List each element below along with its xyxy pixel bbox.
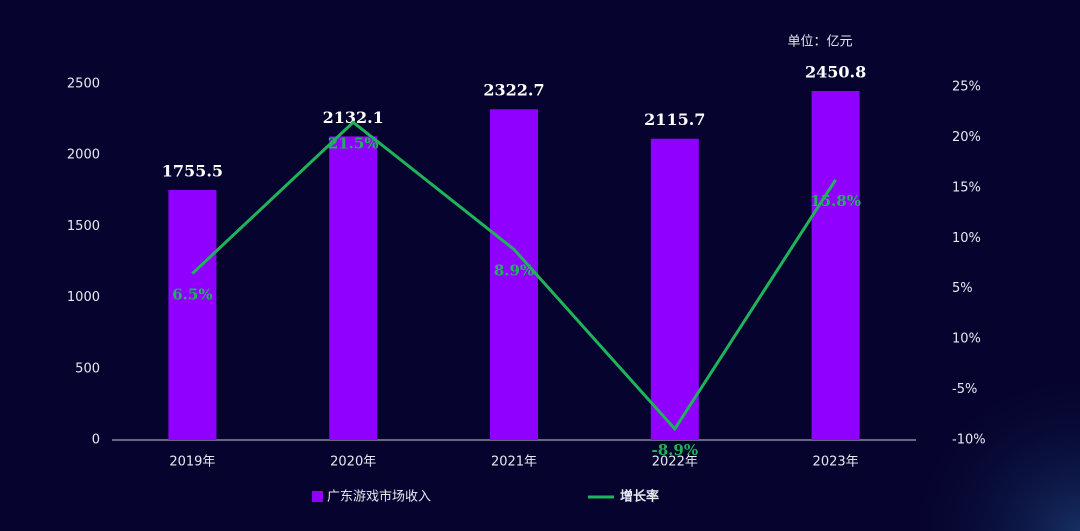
line-value-label: -8.9% bbox=[652, 441, 699, 459]
y-tick-label: 2500 bbox=[67, 77, 100, 92]
y-tick-label: 1000 bbox=[67, 290, 100, 305]
bar bbox=[811, 91, 860, 441]
y-tick-label: 500 bbox=[75, 361, 100, 376]
x-tick-label: 2019年 bbox=[169, 455, 215, 470]
bar bbox=[329, 136, 378, 440]
y2-tick-label: 10% bbox=[952, 231, 981, 246]
bar bbox=[650, 138, 699, 441]
y2-tick-label: 20% bbox=[952, 130, 981, 145]
legend-label: 增长率 bbox=[620, 489, 659, 505]
bar-value-label: 2115.7 bbox=[644, 110, 705, 129]
x-tick-label: 2023年 bbox=[813, 455, 859, 470]
line-value-label: 21.5% bbox=[328, 134, 379, 152]
line-value-label: 15.8% bbox=[810, 192, 861, 210]
y2-tick-label: 10% bbox=[952, 332, 981, 347]
x-tick-label: 2020年 bbox=[330, 455, 376, 470]
x-tick-label: 2022年 bbox=[652, 455, 698, 470]
bar bbox=[168, 190, 217, 440]
line-value-label: 8.9% bbox=[494, 261, 534, 279]
y2-tick-label: 15% bbox=[952, 180, 981, 195]
y2-tick-label: -5% bbox=[952, 382, 977, 397]
y2-tick-label: -10% bbox=[952, 433, 986, 448]
x-tick-label: 2021年 bbox=[491, 455, 537, 470]
y2-tick-label: 25% bbox=[952, 80, 981, 95]
growth-line bbox=[191, 120, 837, 432]
unit-note: 单位：亿元 bbox=[787, 35, 852, 50]
legend-swatch bbox=[312, 491, 323, 502]
y2-tick-label: 5% bbox=[952, 281, 973, 296]
y-tick-label: 1500 bbox=[67, 219, 100, 234]
legend-label: 广东游戏市场收入 bbox=[327, 489, 431, 505]
bar-value-label: 2322.7 bbox=[483, 81, 544, 100]
bar-value-label: 2132.1 bbox=[323, 108, 384, 127]
bar bbox=[490, 109, 538, 440]
y-tick-label: 0 bbox=[92, 433, 100, 448]
bar-value-label: 2450.8 bbox=[805, 63, 866, 82]
y-tick-label: 2000 bbox=[67, 148, 100, 163]
bar-value-label: 1755.5 bbox=[162, 162, 223, 181]
line-value-label: 6.5% bbox=[172, 286, 212, 304]
